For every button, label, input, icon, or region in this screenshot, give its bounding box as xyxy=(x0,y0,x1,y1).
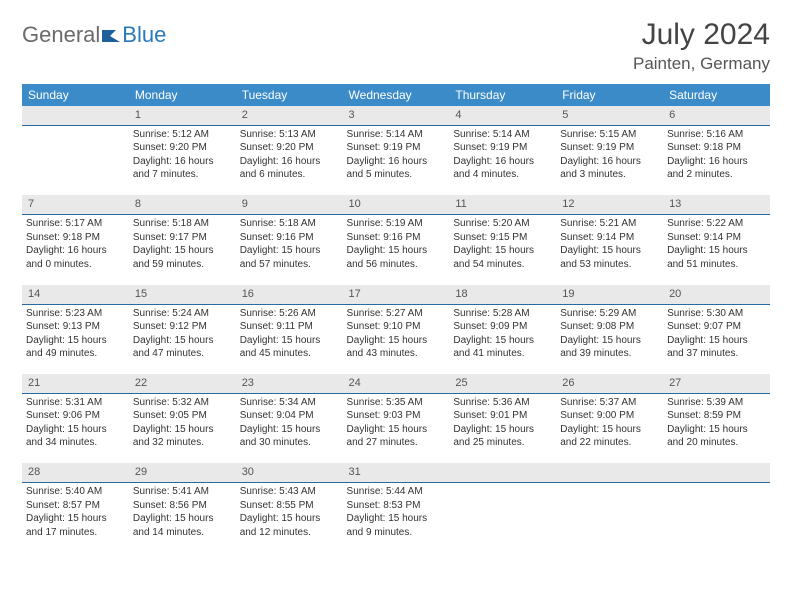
weekday-header: Saturday xyxy=(663,84,770,106)
day-number: 11 xyxy=(449,195,556,214)
weekday-header: Monday xyxy=(129,84,236,106)
day-number: 6 xyxy=(663,106,770,125)
day-cell: Sunrise: 5:30 AMSunset: 9:07 PMDaylight:… xyxy=(663,304,770,374)
day-number: 17 xyxy=(343,285,450,304)
day-cell: Sunrise: 5:32 AMSunset: 9:05 PMDaylight:… xyxy=(129,393,236,463)
day-number: 18 xyxy=(449,285,556,304)
day-cell: Sunrise: 5:37 AMSunset: 9:00 PMDaylight:… xyxy=(556,393,663,463)
day-detail-row: Sunrise: 5:17 AMSunset: 9:18 PMDaylight:… xyxy=(22,215,770,285)
day-detail-row: Sunrise: 5:31 AMSunset: 9:06 PMDaylight:… xyxy=(22,393,770,463)
day-cell: Sunrise: 5:36 AMSunset: 9:01 PMDaylight:… xyxy=(449,393,556,463)
day-detail-row: Sunrise: 5:12 AMSunset: 9:20 PMDaylight:… xyxy=(22,125,770,195)
day-number: 8 xyxy=(129,195,236,214)
day-number xyxy=(663,463,770,482)
day-cell: Sunrise: 5:18 AMSunset: 9:17 PMDaylight:… xyxy=(129,215,236,285)
day-number: 24 xyxy=(343,374,450,393)
day-cell: Sunrise: 5:40 AMSunset: 8:57 PMDaylight:… xyxy=(22,483,129,553)
day-cell: Sunrise: 5:44 AMSunset: 8:53 PMDaylight:… xyxy=(343,483,450,553)
day-detail-row: Sunrise: 5:40 AMSunset: 8:57 PMDaylight:… xyxy=(22,483,770,553)
day-cell: Sunrise: 5:39 AMSunset: 8:59 PMDaylight:… xyxy=(663,393,770,463)
day-cell: Sunrise: 5:15 AMSunset: 9:19 PMDaylight:… xyxy=(556,125,663,195)
day-number: 13 xyxy=(663,195,770,214)
day-cell: Sunrise: 5:19 AMSunset: 9:16 PMDaylight:… xyxy=(343,215,450,285)
day-number xyxy=(22,106,129,125)
day-cell: Sunrise: 5:31 AMSunset: 9:06 PMDaylight:… xyxy=(22,393,129,463)
day-number-row: 21222324252627 xyxy=(22,374,770,393)
day-number: 1 xyxy=(129,106,236,125)
day-cell: Sunrise: 5:14 AMSunset: 9:19 PMDaylight:… xyxy=(449,125,556,195)
day-number: 23 xyxy=(236,374,343,393)
day-cell: Sunrise: 5:28 AMSunset: 9:09 PMDaylight:… xyxy=(449,304,556,374)
day-number: 31 xyxy=(343,463,450,482)
day-number: 12 xyxy=(556,195,663,214)
day-cell: Sunrise: 5:12 AMSunset: 9:20 PMDaylight:… xyxy=(129,125,236,195)
calendar-table: Sunday Monday Tuesday Wednesday Thursday… xyxy=(22,84,770,553)
day-number xyxy=(449,463,556,482)
weekday-header: Sunday xyxy=(22,84,129,106)
header: General Blue July 2024 Painten, Germany xyxy=(22,18,770,74)
day-cell: Sunrise: 5:22 AMSunset: 9:14 PMDaylight:… xyxy=(663,215,770,285)
day-number: 16 xyxy=(236,285,343,304)
day-number: 3 xyxy=(343,106,450,125)
brand-logo: General Blue xyxy=(22,18,166,48)
day-number-row: 28293031 xyxy=(22,463,770,482)
weekday-header: Tuesday xyxy=(236,84,343,106)
day-cell: Sunrise: 5:13 AMSunset: 9:20 PMDaylight:… xyxy=(236,125,343,195)
day-number: 22 xyxy=(129,374,236,393)
location-label: Painten, Germany xyxy=(633,54,770,74)
day-number-row: 78910111213 xyxy=(22,195,770,214)
day-cell: Sunrise: 5:24 AMSunset: 9:12 PMDaylight:… xyxy=(129,304,236,374)
day-cell xyxy=(22,125,129,195)
day-number: 5 xyxy=(556,106,663,125)
brand-part1: General xyxy=(22,22,100,48)
day-number: 10 xyxy=(343,195,450,214)
brand-part2: Blue xyxy=(122,22,166,48)
day-number: 25 xyxy=(449,374,556,393)
day-cell: Sunrise: 5:35 AMSunset: 9:03 PMDaylight:… xyxy=(343,393,450,463)
calendar-body: 123456Sunrise: 5:12 AMSunset: 9:20 PMDay… xyxy=(22,106,770,553)
day-number: 28 xyxy=(22,463,129,482)
weekday-header: Thursday xyxy=(449,84,556,106)
day-number-row: 123456 xyxy=(22,106,770,125)
title-block: July 2024 Painten, Germany xyxy=(633,18,770,74)
day-cell: Sunrise: 5:34 AMSunset: 9:04 PMDaylight:… xyxy=(236,393,343,463)
day-number xyxy=(556,463,663,482)
day-cell: Sunrise: 5:21 AMSunset: 9:14 PMDaylight:… xyxy=(556,215,663,285)
day-cell: Sunrise: 5:43 AMSunset: 8:55 PMDaylight:… xyxy=(236,483,343,553)
day-cell: Sunrise: 5:41 AMSunset: 8:56 PMDaylight:… xyxy=(129,483,236,553)
day-cell: Sunrise: 5:14 AMSunset: 9:19 PMDaylight:… xyxy=(343,125,450,195)
day-detail-row: Sunrise: 5:23 AMSunset: 9:13 PMDaylight:… xyxy=(22,304,770,374)
day-number: 20 xyxy=(663,285,770,304)
day-number: 21 xyxy=(22,374,129,393)
day-number: 29 xyxy=(129,463,236,482)
day-cell xyxy=(449,483,556,553)
flag-icon xyxy=(102,28,120,42)
weekday-header: Wednesday xyxy=(343,84,450,106)
day-number: 15 xyxy=(129,285,236,304)
day-number: 30 xyxy=(236,463,343,482)
weekday-header: Friday xyxy=(556,84,663,106)
day-number: 19 xyxy=(556,285,663,304)
day-cell: Sunrise: 5:23 AMSunset: 9:13 PMDaylight:… xyxy=(22,304,129,374)
day-number: 4 xyxy=(449,106,556,125)
day-cell: Sunrise: 5:18 AMSunset: 9:16 PMDaylight:… xyxy=(236,215,343,285)
day-number-row: 14151617181920 xyxy=(22,285,770,304)
day-number: 7 xyxy=(22,195,129,214)
day-cell: Sunrise: 5:29 AMSunset: 9:08 PMDaylight:… xyxy=(556,304,663,374)
day-cell xyxy=(663,483,770,553)
day-number: 26 xyxy=(556,374,663,393)
day-cell: Sunrise: 5:17 AMSunset: 9:18 PMDaylight:… xyxy=(22,215,129,285)
weekday-header-row: Sunday Monday Tuesday Wednesday Thursday… xyxy=(22,84,770,106)
day-number: 14 xyxy=(22,285,129,304)
day-number: 27 xyxy=(663,374,770,393)
day-cell xyxy=(556,483,663,553)
day-number: 2 xyxy=(236,106,343,125)
month-title: July 2024 xyxy=(633,18,770,52)
day-cell: Sunrise: 5:26 AMSunset: 9:11 PMDaylight:… xyxy=(236,304,343,374)
day-cell: Sunrise: 5:27 AMSunset: 9:10 PMDaylight:… xyxy=(343,304,450,374)
day-number: 9 xyxy=(236,195,343,214)
day-cell: Sunrise: 5:16 AMSunset: 9:18 PMDaylight:… xyxy=(663,125,770,195)
day-cell: Sunrise: 5:20 AMSunset: 9:15 PMDaylight:… xyxy=(449,215,556,285)
